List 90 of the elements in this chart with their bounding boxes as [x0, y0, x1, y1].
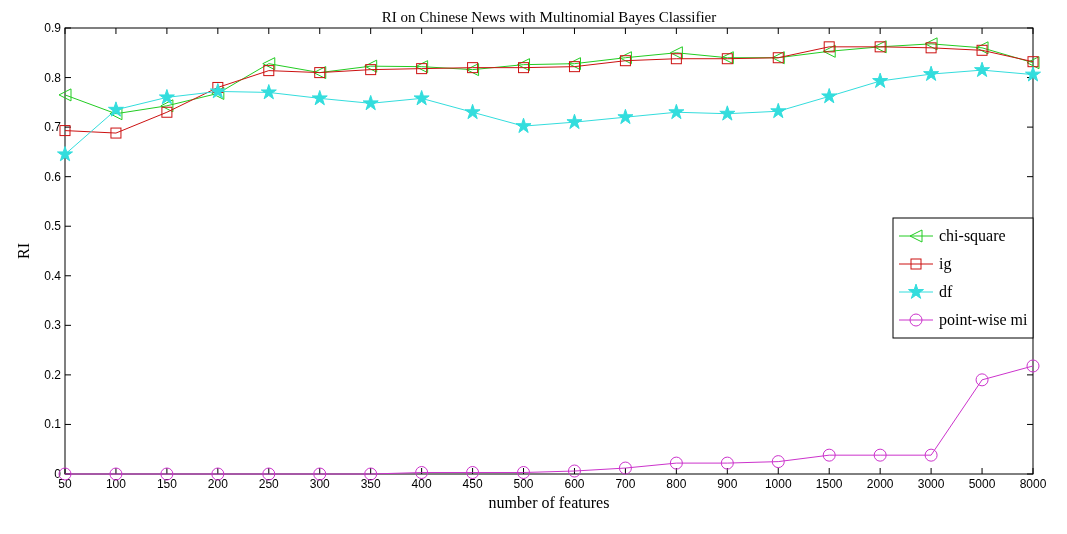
x-tick-label: 400: [411, 477, 432, 491]
legend-label: chi-square: [939, 227, 1006, 245]
x-tick-label: 250: [258, 477, 280, 491]
legend-label: df: [939, 283, 953, 300]
point: [924, 37, 938, 51]
point: [158, 88, 175, 105]
x-tick-label: 100: [105, 477, 127, 491]
point: [618, 51, 632, 65]
x-tick-label: 2000: [866, 477, 894, 491]
point: [770, 102, 787, 119]
point: [822, 44, 836, 58]
x-tick-label: 800: [666, 477, 687, 491]
point: [1024, 66, 1042, 82]
point: [619, 55, 631, 67]
point: [56, 145, 74, 162]
point: [872, 72, 889, 88]
point: [669, 46, 683, 60]
point: [566, 113, 583, 130]
y-tick-label: 0.4: [44, 268, 62, 283]
point: [873, 448, 887, 462]
point: [413, 89, 430, 106]
x-tick-label: 500: [513, 477, 534, 491]
point: [771, 455, 785, 469]
x-tick-label: 900: [717, 477, 738, 491]
y-tick-label: 0.1: [44, 417, 62, 432]
point: [617, 108, 634, 125]
x-tick-label: 200: [207, 477, 229, 491]
x-tick-label: 3000: [917, 477, 945, 491]
point: [823, 41, 835, 53]
point: [518, 62, 530, 74]
point: [59, 125, 71, 137]
y-axis-title: RI: [15, 243, 32, 259]
point: [1026, 359, 1040, 373]
x-axis-title: number of features: [488, 494, 610, 511]
point: [464, 103, 481, 120]
point: [415, 466, 429, 480]
point: [821, 87, 838, 104]
point: [975, 373, 989, 387]
point: [58, 88, 72, 102]
point: [262, 57, 276, 71]
point: [568, 61, 580, 73]
y-tick-label: 0.6: [44, 169, 62, 184]
point: [260, 84, 277, 100]
x-tick-label: 1500: [815, 477, 843, 491]
x-tick-label: 300: [309, 477, 331, 491]
point: [567, 464, 581, 478]
point: [161, 106, 173, 118]
x-tick-label: 600: [564, 477, 585, 491]
point: [668, 103, 685, 120]
legend-label: point-wise mi: [939, 311, 1028, 329]
point: [362, 94, 379, 111]
y-tick-label: 0.7: [44, 120, 62, 135]
y-tick-label: 0.8: [44, 70, 62, 85]
legend-label: ig: [939, 255, 952, 273]
x-tick-label: 700: [615, 477, 636, 491]
x-tick-label: 150: [156, 477, 178, 491]
y-tick-label: 0.2: [44, 367, 62, 382]
point: [924, 448, 938, 462]
point: [925, 42, 937, 54]
point: [160, 99, 174, 113]
point: [364, 59, 378, 73]
point: [719, 105, 736, 121]
point: [110, 127, 122, 139]
x-tick-label: 450: [462, 477, 483, 491]
x-tick-label: 5000: [968, 477, 996, 491]
point: [567, 57, 581, 71]
point: [822, 448, 836, 462]
y-tick-label: 0.5: [44, 219, 62, 234]
point: [923, 65, 940, 81]
x-tick-label: 1000: [764, 477, 792, 491]
point: [311, 89, 328, 106]
point: [670, 53, 682, 65]
point: [515, 117, 532, 134]
point: [669, 456, 683, 470]
point: [365, 64, 377, 76]
point: [107, 101, 124, 117]
x-tick-label: 8000: [1019, 477, 1047, 491]
point: [720, 456, 734, 470]
chart-title: RI on Chinese News with Multinomial Bayes Classifier: [381, 9, 717, 25]
y-tick-label: 0.9: [44, 21, 62, 35]
point: [517, 466, 531, 480]
x-tick-label: 350: [360, 477, 382, 491]
point: [618, 461, 632, 475]
point: [212, 81, 224, 93]
point: [109, 107, 123, 121]
point: [517, 58, 531, 72]
point: [263, 65, 275, 77]
y-tick-label: 0.3: [44, 318, 62, 333]
point: [974, 61, 991, 78]
point: [466, 466, 480, 480]
